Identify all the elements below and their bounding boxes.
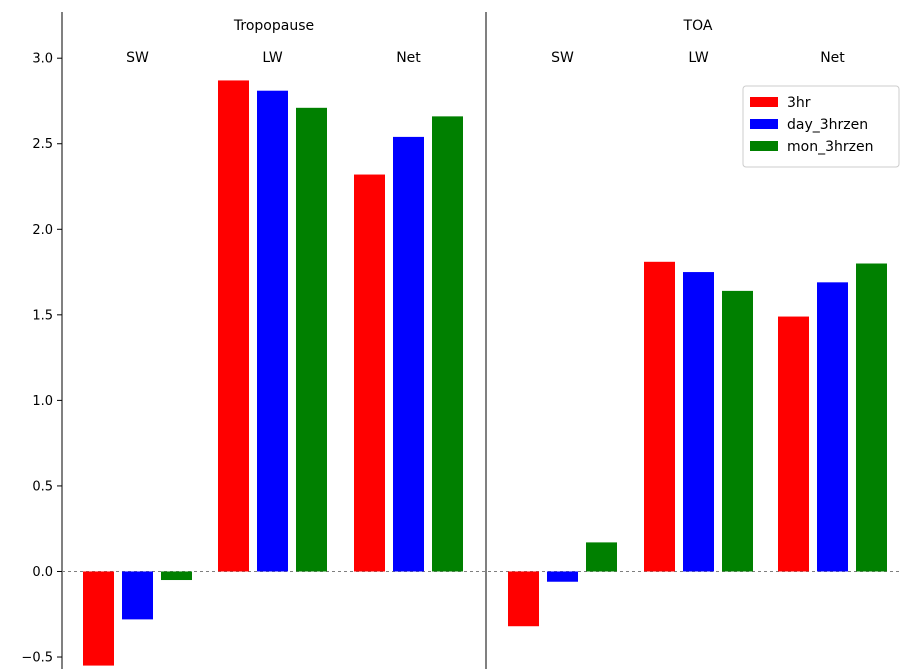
legend-box: [742, 85, 900, 168]
legend-swatch: [750, 119, 778, 129]
bar: [257, 90, 288, 572]
y-tick-label: −0.5: [21, 651, 53, 666]
y-tick-label: 0.5: [32, 479, 53, 494]
y-tick-label: 0.0: [32, 565, 53, 580]
legend-swatch: [750, 97, 778, 107]
chart-bars: [83, 80, 887, 666]
bar: [644, 261, 675, 572]
legend-label: mon_3hrzen: [787, 139, 873, 155]
group-label: Net: [396, 50, 421, 66]
y-tick-label: 1.0: [32, 394, 53, 409]
bar: [218, 80, 249, 572]
group-label: Net: [820, 50, 845, 66]
bar: [432, 116, 463, 572]
y-tick-label: 3.0: [32, 52, 53, 67]
bar: [508, 571, 539, 627]
y-tick-label: 2.0: [32, 223, 53, 238]
bar: [586, 542, 617, 572]
group-label: LW: [688, 50, 709, 66]
y-tick-label: 1.5: [32, 308, 53, 323]
legend-swatch: [750, 141, 778, 151]
group-label: SW: [551, 50, 574, 66]
bar: [778, 316, 809, 572]
section-title: Tropopause: [233, 18, 314, 34]
bar: [83, 571, 114, 666]
legend-label: day_3hrzen: [787, 117, 868, 133]
bar: [856, 263, 887, 572]
bar: [547, 571, 578, 582]
bar: [817, 282, 848, 572]
section-title: TOA: [683, 18, 713, 34]
legend-label: 3hr: [787, 95, 811, 111]
bar: [393, 136, 424, 572]
bar: [122, 571, 153, 620]
bar: [722, 290, 753, 572]
group-label: SW: [126, 50, 149, 66]
bar: [161, 571, 192, 581]
chart-lines: [57, 12, 902, 669]
bar: [354, 174, 385, 572]
chart-legend: 3hr day_3hrzen mon_3hrzen: [742, 85, 900, 168]
bar: [296, 107, 327, 572]
group-label: LW: [262, 50, 283, 66]
y-tick-label: 2.5: [32, 137, 53, 152]
chart-labels: −0.5 0.0 0.5 1.0 1.5 2.0 2.5 3.0 Tropopause SW LW N…: [21, 18, 845, 666]
bar: [683, 272, 714, 572]
